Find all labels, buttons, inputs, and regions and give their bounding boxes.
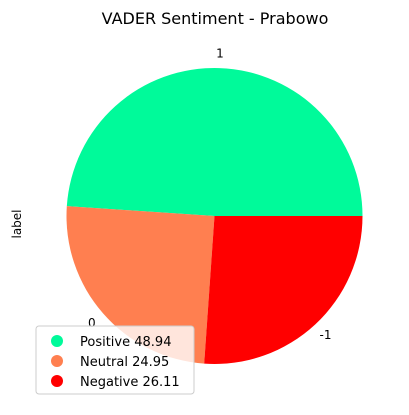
pie-slice-1: [66, 67, 363, 216]
pie-slice-2: [66, 206, 215, 364]
legend-entry-3: Negative 26.11: [80, 375, 180, 390]
slice-label-3: -1: [320, 328, 332, 342]
chart-legend: Positive 48.94 Neutral 24.95 Negative 26.1…: [35, 325, 195, 395]
legend-marker-3: [51, 375, 63, 387]
y-axis-label: label: [10, 209, 24, 238]
slice-label-2: 0: [88, 316, 96, 330]
pie-slice-3: [204, 216, 363, 364]
legend-entry-1: Positive 48.94: [80, 335, 171, 350]
legend-entry-2: Neutral 24.95: [80, 355, 169, 370]
pie-slices: [66, 67, 363, 364]
chart-title: VADER Sentiment - Prabowo: [102, 9, 329, 28]
legend-marker-2: [51, 355, 63, 367]
slice-labels: 1 0 -1: [88, 46, 332, 342]
legend-box: [35, 325, 195, 395]
slice-label-1: 1: [216, 46, 224, 60]
legend-marker-1: [51, 335, 63, 347]
